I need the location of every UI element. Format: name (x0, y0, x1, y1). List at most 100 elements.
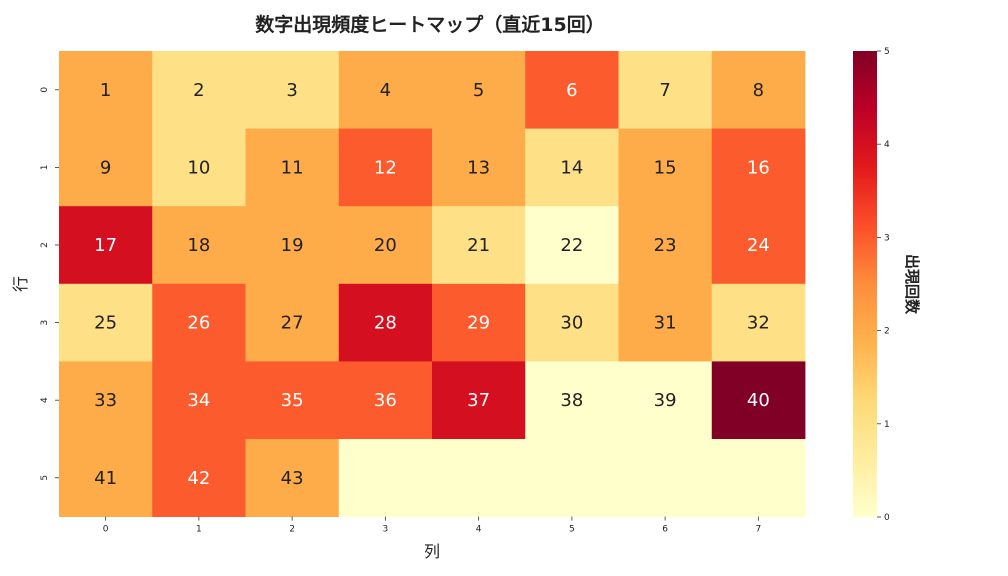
colorbar-tick-label: 3 (884, 233, 890, 243)
heatmap-cell (525, 51, 619, 129)
x-tick-label: 6 (662, 525, 668, 535)
heatmap-cell (432, 361, 526, 440)
cell-label: 43 (281, 468, 304, 489)
cell-label: 28 (374, 313, 397, 334)
cell-label: 38 (560, 390, 583, 411)
cell-label: 8 (753, 80, 764, 101)
cell-label: 1 (100, 80, 111, 101)
heatmap-cell (711, 206, 806, 285)
cell-label: 16 (747, 157, 770, 178)
colorbar-tick-label: 4 (884, 140, 890, 150)
heatmap-cell (245, 283, 340, 362)
heatmap-cell (245, 206, 340, 285)
cell-label: 42 (187, 468, 210, 489)
cell-label: 11 (281, 157, 304, 178)
cell-label: 10 (187, 157, 210, 178)
heatmap-cell (338, 283, 433, 362)
cell-label: 7 (659, 80, 670, 101)
x-tick-label: 4 (476, 525, 482, 535)
heatmap-cell (338, 51, 433, 129)
y-tick-label: 4 (40, 397, 50, 403)
colorbar-tick-label: 5 (884, 47, 890, 57)
heatmap-cell (152, 128, 246, 207)
heatmap-cell (432, 128, 526, 207)
y-tick-label: 2 (40, 242, 50, 248)
cell-label: 5 (473, 80, 484, 101)
cell-label: 40 (747, 390, 770, 411)
cell-label: 36 (374, 390, 397, 411)
cell-label: 31 (654, 313, 677, 334)
chart-title: 数字出現頻度ヒートマップ（直近15回） (255, 13, 604, 36)
cell-label: 35 (281, 390, 304, 411)
colorbar-ticks: 0 1 2 3 4 5 (877, 47, 890, 523)
heatmap-cell (618, 361, 713, 440)
y-axis-label: 行 (11, 276, 30, 292)
heatmap-cell (432, 439, 526, 517)
cell-label: 14 (560, 157, 583, 178)
heatmap-cell (525, 206, 619, 285)
cell-label: 4 (380, 80, 391, 101)
x-tick-label: 0 (103, 525, 109, 535)
cell-label: 19 (281, 235, 304, 256)
heatmap-cell (59, 283, 153, 362)
heatmap-cell (59, 128, 153, 207)
heatmap-cell (59, 51, 153, 129)
heatmap-cell (525, 439, 619, 517)
heatmap-cell (432, 283, 526, 362)
heatmap-cell (245, 51, 340, 129)
cell-label: 27 (281, 313, 304, 334)
cell-label: 37 (467, 390, 490, 411)
heatmap-cell (338, 439, 433, 517)
heatmap-cell (711, 283, 806, 362)
y-tick-label: 0 (40, 87, 50, 93)
x-tick-label: 3 (383, 525, 389, 535)
cell-label: 34 (187, 390, 210, 411)
colorbar-tick-label: 1 (884, 420, 890, 430)
cell-label: 18 (187, 235, 210, 256)
cell-label: 2 (193, 80, 204, 101)
cell-label: 21 (467, 235, 490, 256)
cell-label: 15 (654, 157, 677, 178)
heatmap-cell (152, 283, 246, 362)
heatmap-cell (152, 206, 246, 285)
y-tick-label: 5 (40, 475, 50, 481)
cell-label: 6 (566, 80, 577, 101)
y-axis-ticks: 0 1 2 3 4 5 (40, 87, 59, 481)
heatmap-cell (59, 206, 153, 285)
heatmap-cell (525, 361, 619, 440)
heatmap-cell (245, 361, 340, 440)
heatmap-cell (338, 361, 433, 440)
heatmap-cell (618, 439, 713, 517)
cell-label: 22 (560, 235, 583, 256)
cell-label: 29 (467, 313, 490, 334)
heatmap-cell (711, 439, 806, 517)
cell-label: 20 (374, 235, 397, 256)
heatmap-cell (59, 361, 153, 440)
cell-label: 41 (94, 468, 117, 489)
x-tick-label: 5 (569, 525, 575, 535)
heatmap-cell (618, 283, 713, 362)
cell-label: 30 (560, 313, 583, 334)
colorbar-tick-label: 2 (884, 327, 890, 337)
x-axis-label: 列 (424, 542, 440, 561)
heatmap-cell (711, 361, 806, 440)
heatmap-cell (432, 51, 526, 129)
heatmap-cell (618, 206, 713, 285)
cell-label: 24 (747, 235, 770, 256)
cell-label: 12 (374, 157, 397, 178)
heatmap-cell (711, 128, 806, 207)
cell-label: 9 (100, 157, 111, 178)
heatmap-cell (525, 283, 619, 362)
heatmap-cell (711, 51, 806, 129)
heatmap-cell (618, 51, 713, 129)
colorbar-tick-label: 0 (884, 513, 890, 523)
heatmap-cell (338, 206, 433, 285)
y-tick-label: 3 (40, 320, 50, 326)
heatmap-cell (338, 128, 433, 207)
heatmap-cell (618, 128, 713, 207)
colorbar (853, 51, 877, 517)
heatmap-cell (152, 361, 246, 440)
x-tick-label: 7 (756, 525, 762, 535)
